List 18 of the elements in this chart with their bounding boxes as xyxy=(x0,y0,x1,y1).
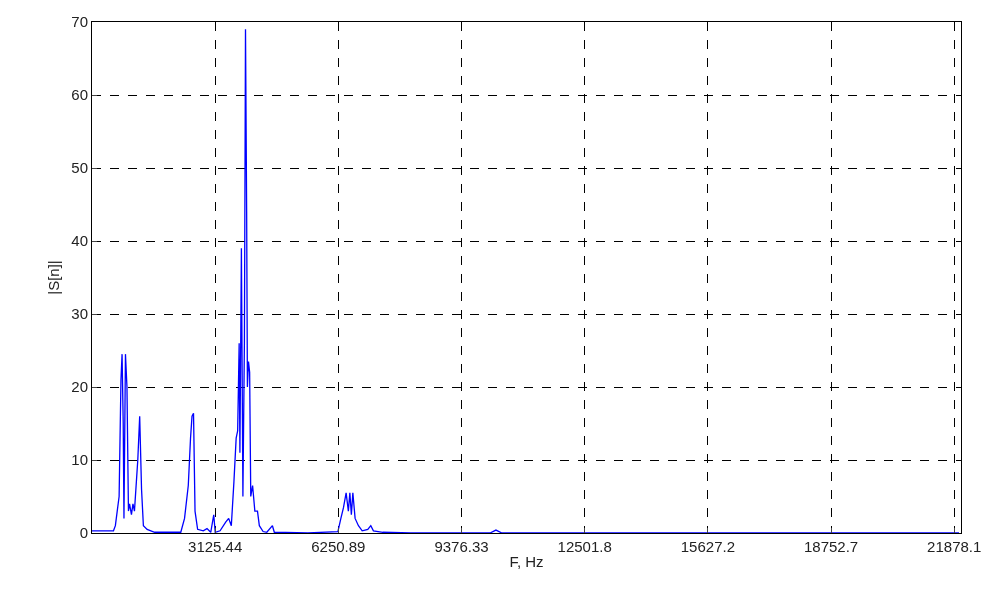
y-tick-label: 40 xyxy=(71,232,88,250)
x-tick-label: 18752.7 xyxy=(803,538,859,555)
y-axis-title: |S[n]| xyxy=(44,260,62,295)
x-axis-title: F, Hz xyxy=(509,553,544,570)
x-tick-label: 15627.2 xyxy=(680,538,735,555)
x-tick-label: 12501.8 xyxy=(557,538,612,555)
x-tick-label: 9376.33 xyxy=(434,538,489,555)
y-tick-label: 60 xyxy=(71,86,88,104)
x-tick-label: 6250.89 xyxy=(311,538,366,555)
line-series xyxy=(92,28,960,533)
x-tick-label: 21878.1 xyxy=(927,538,982,555)
x-tick-label: 3125.44 xyxy=(188,538,243,555)
y-tick-label: 70 xyxy=(71,13,88,31)
y-tick-label: 0 xyxy=(79,524,88,542)
y-tick-label: 50 xyxy=(71,159,88,177)
y-tick-label: 10 xyxy=(71,451,88,469)
y-tick-label: 20 xyxy=(71,378,88,396)
y-tick-label: 30 xyxy=(71,305,88,323)
